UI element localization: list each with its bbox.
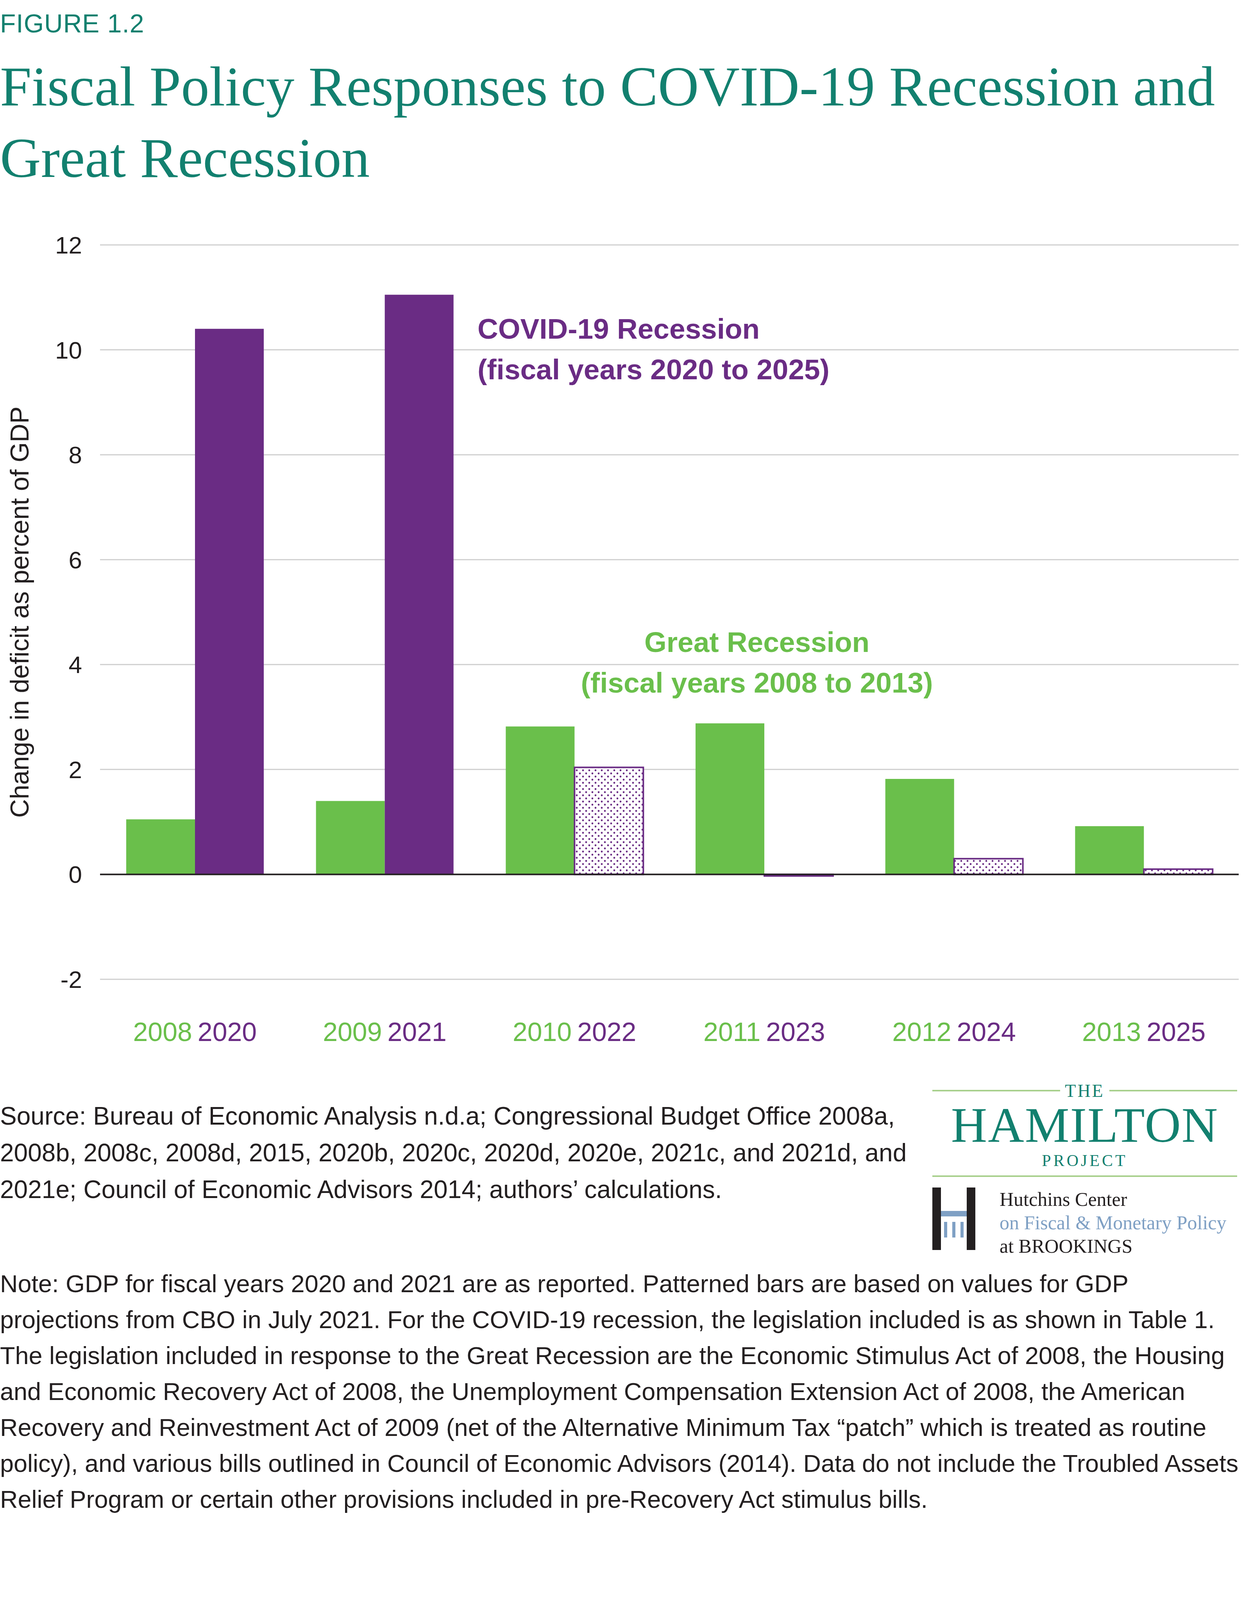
svg-text:20132025: 20132025: [1082, 1017, 1206, 1047]
svg-text:10: 10: [55, 336, 83, 364]
svg-text:0: 0: [68, 861, 83, 889]
svg-text:12: 12: [55, 231, 83, 259]
svg-text:20102022: 20102022: [512, 1017, 637, 1047]
html-text:Great Recession: Great Recession: [644, 626, 870, 659]
html-text:Fiscal Policy Responses to COV: Fiscal Policy Responses to COVID-19 Rece…: [0, 55, 1215, 190]
html-text:at BROOKINGS: at BROOKINGS: [999, 1235, 1133, 1258]
svg-text:4: 4: [68, 651, 83, 679]
svg-text:20082020: 20082020: [133, 1017, 258, 1047]
html-text:Note: GDP for fiscal years 202: Note: GDP for fiscal years 2020 and 2021…: [0, 1270, 1239, 1514]
html-text:COVID-19 Recession: COVID-19 Recession: [477, 312, 760, 345]
html-text:on Fiscal & Monetary Policy: on Fiscal & Monetary Policy: [999, 1212, 1227, 1235]
svg-text:-2: -2: [60, 966, 83, 994]
svg-text:Change in deficit as percent o: Change in deficit as percent of GDP: [5, 406, 34, 819]
html-text:(fiscal years 2008 to 2013): (fiscal years 2008 to 2013): [580, 667, 933, 699]
html-text:HAMILTON: HAMILTON: [951, 1097, 1219, 1154]
svg-text:6: 6: [68, 546, 83, 574]
svg-text:20122024: 20122024: [892, 1017, 1016, 1047]
html-text:THE: THE: [1064, 1081, 1105, 1102]
html-text:FIGURE 1.2: FIGURE 1.2: [0, 8, 145, 38]
html-text:Source: Bureau of Economic Ana: Source: Bureau of Economic Analysis n.d.…: [0, 1102, 907, 1204]
svg-text:8: 8: [68, 441, 83, 469]
svg-text:20092021: 20092021: [322, 1017, 447, 1047]
svg-text:2: 2: [68, 756, 83, 784]
html-text:Hutchins Center: Hutchins Center: [999, 1188, 1128, 1211]
html-text:(fiscal years 2020 to 2025): (fiscal years 2020 to 2025): [477, 353, 830, 386]
svg-text:20112023: 20112023: [703, 1017, 826, 1047]
html-text:PROJECT: PROJECT: [1041, 1151, 1128, 1170]
